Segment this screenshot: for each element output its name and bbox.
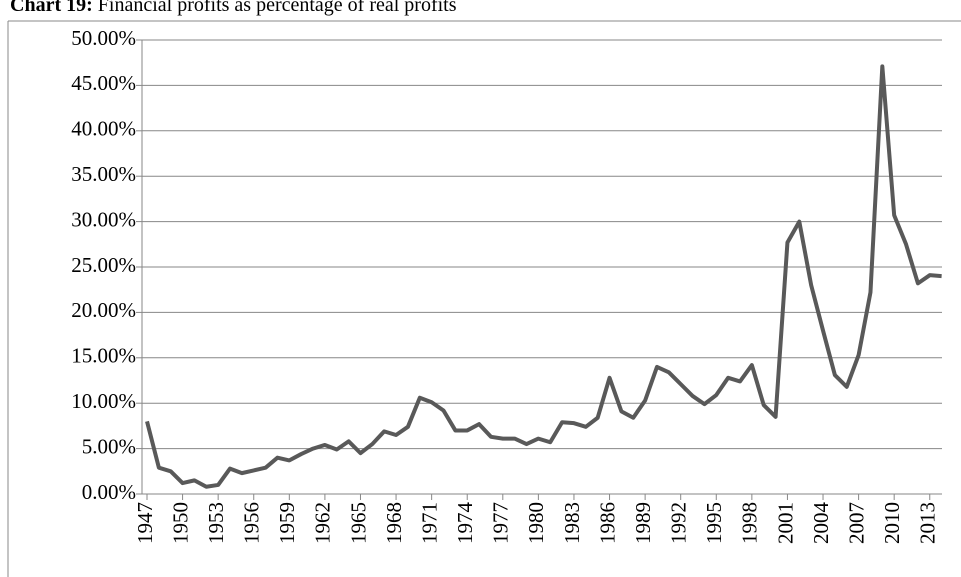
x-tick-label: 1965	[346, 502, 370, 544]
x-tick-label: 2007	[844, 502, 868, 544]
x-tick-label: 1950	[168, 502, 192, 544]
y-tick-label: 25.00%	[71, 253, 136, 277]
x-tick-label: 1977	[489, 502, 513, 544]
data-line	[145, 64, 942, 489]
y-tick-label: 45.00%	[71, 71, 136, 95]
x-tick-label: 2001	[773, 502, 797, 544]
x-tick-label: 1962	[311, 502, 335, 544]
x-tick-label: 1956	[240, 502, 264, 544]
y-tick-label: 20.00%	[71, 298, 136, 322]
y-tick-label: 35.00%	[71, 162, 136, 186]
chart-title-label: Chart 19:	[10, 0, 93, 16]
chart-title-text: Financial profits as percentage of real …	[98, 0, 457, 16]
y-tick-label: 40.00%	[71, 117, 136, 141]
x-tick-label: 1953	[204, 502, 228, 544]
y-tick-label: 5.00%	[82, 434, 136, 458]
x-tick-label: 1986	[595, 502, 619, 544]
y-tick-label: 50.00%	[71, 26, 136, 50]
y-tick-label: 30.00%	[71, 207, 136, 231]
x-tick-label: 1974	[453, 502, 477, 545]
x-tick-label: 2004	[809, 502, 833, 545]
x-tick-label: 2013	[916, 502, 940, 544]
x-tick-label: 1989	[631, 502, 655, 544]
x-tick-label: 1992	[667, 502, 691, 544]
y-tick-label: 0.00%	[82, 480, 136, 504]
x-tick-label: 1971	[417, 502, 441, 544]
chart-title: Chart 19: Financial profits as percentag…	[10, 0, 457, 16]
x-tick-label: 1980	[524, 502, 548, 544]
x-tick-label: 1998	[738, 502, 762, 544]
x-tick-label: 1983	[560, 502, 584, 544]
x-tick-label: 1947	[133, 502, 157, 544]
x-tick-label: 2010	[880, 502, 904, 544]
y-tick-label: 15.00%	[71, 344, 136, 368]
x-tick-label: 1995	[702, 502, 726, 544]
x-tick-label: 1968	[382, 502, 406, 544]
x-tick-label: 1959	[275, 502, 299, 544]
y-tick-label: 10.00%	[71, 389, 136, 413]
